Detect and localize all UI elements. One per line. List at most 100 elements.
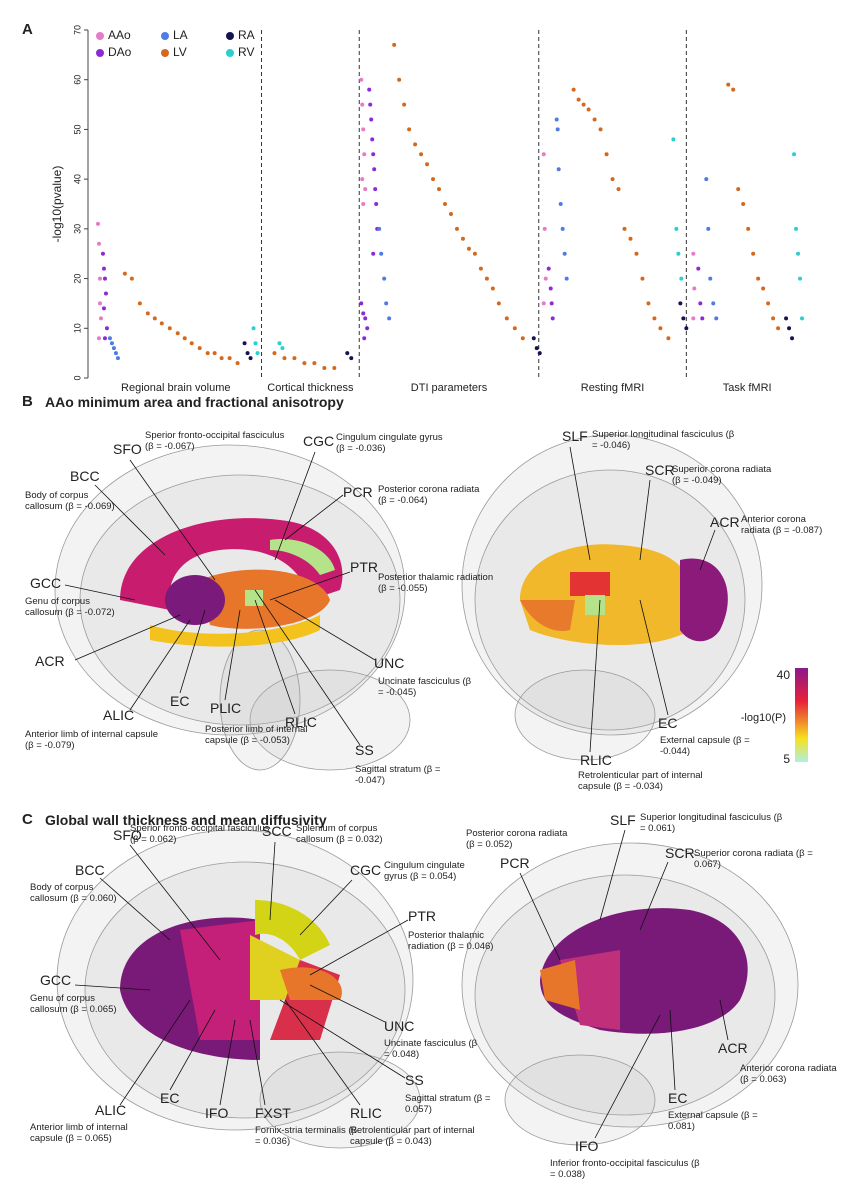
point [549,301,554,306]
region-description: Genu of corpus callosum (β = -0.072) [25,596,115,618]
point [312,361,317,366]
region-abbr: EC [160,1090,180,1106]
point [610,177,615,182]
point [100,251,105,256]
leader-line [64,584,136,601]
leader-line [639,599,669,716]
leader-line [569,446,591,561]
panel-label: C [22,811,33,828]
panel-title: Global wall thickness and mean diffusivi… [45,812,327,828]
leader-line [254,589,361,746]
point [115,356,120,361]
leader-line [119,999,191,1106]
region-description: Posterior corona radiata (β = 0.052) [466,828,568,850]
region-abbr: EC [658,715,678,731]
region-abbr: ALIC [95,1102,127,1118]
leader-line [639,861,669,931]
y-tick-label: 20 [72,274,82,284]
point [674,226,679,231]
y-axis-label: -log10(pvalue) [50,166,64,243]
point [97,301,102,306]
region-description: Sagittal stratum (β = -0.047) [355,764,441,786]
region-description: Retrolenticular part of internal capsule… [578,770,703,792]
region-abbr: ACR [718,1040,748,1056]
point [598,127,603,132]
leader-line [129,844,221,961]
point [604,152,609,157]
point [800,316,805,321]
point [212,351,217,356]
region-description: Uncinate fasciculus (β = 0.048) [384,1038,478,1060]
point [362,336,367,341]
region-description: Superior longitudinal fasciculus (β = -0… [592,429,735,451]
point [235,361,240,366]
point [107,336,112,341]
point [219,356,224,361]
region-description: Retrolenticular part of internal capsule… [350,1125,475,1147]
point [437,187,442,192]
leader-line [129,619,191,711]
point [111,346,116,351]
point [543,276,548,281]
point [101,266,106,271]
region-abbr: ACR [35,653,65,669]
point [460,236,465,241]
point [363,187,368,192]
region-abbr: UNC [384,1018,415,1034]
point [122,271,127,276]
point [676,251,681,256]
point [102,276,107,281]
region-description: Anterior corona radiata (β = 0.063) [740,1063,837,1085]
region-description: External capsule (β = -0.044) [660,735,750,757]
point [98,316,103,321]
region-abbr: GCC [40,972,72,988]
point [554,117,559,122]
point [454,226,459,231]
point [581,102,586,107]
point [227,356,232,361]
legend-label: RA [238,28,255,42]
point [205,351,210,356]
point [382,276,387,281]
leader-line [284,494,344,541]
leader-line [274,599,376,661]
region-description: Genu of corpus callosum (β = 0.065) [30,993,117,1015]
point [692,286,697,291]
region-abbr: SLF [610,812,636,828]
legend-marker [161,32,169,40]
leader-line [699,529,716,571]
leader-line [594,1014,661,1139]
leader-line [169,1009,216,1091]
leader-line [74,614,181,661]
point [776,326,781,331]
region-description: Superior corona radiata (β = -0.049) [672,464,772,486]
point [425,162,430,167]
point [373,187,378,192]
point [197,346,202,351]
point [109,341,114,346]
group-label: Cortical thickness [267,382,354,394]
y-tick-label: 30 [72,224,82,234]
point [541,301,546,306]
point [361,202,366,206]
brain-b-left [54,444,411,771]
point [96,241,101,246]
point [684,326,689,331]
point [706,226,711,231]
region-abbr: SCC [262,823,292,839]
leader-line [719,999,729,1041]
region-abbr: CGC [303,433,335,449]
point [362,152,367,157]
region-description: Cingulum cingulate gyrus (β = 0.054) [384,860,465,882]
point [691,316,696,321]
region-description: Superior longitudinal fasciculus (β = 0.… [640,812,783,834]
point [472,251,477,256]
point [419,152,424,157]
region-description: Uncinate fasciculus (β = -0.045) [378,676,472,698]
region-abbr: PCR [343,484,373,500]
point [361,311,366,316]
region-abbr: PTR [350,559,378,575]
group-label: Resting fMRI [581,382,645,394]
legend-label: AAo [108,28,131,42]
